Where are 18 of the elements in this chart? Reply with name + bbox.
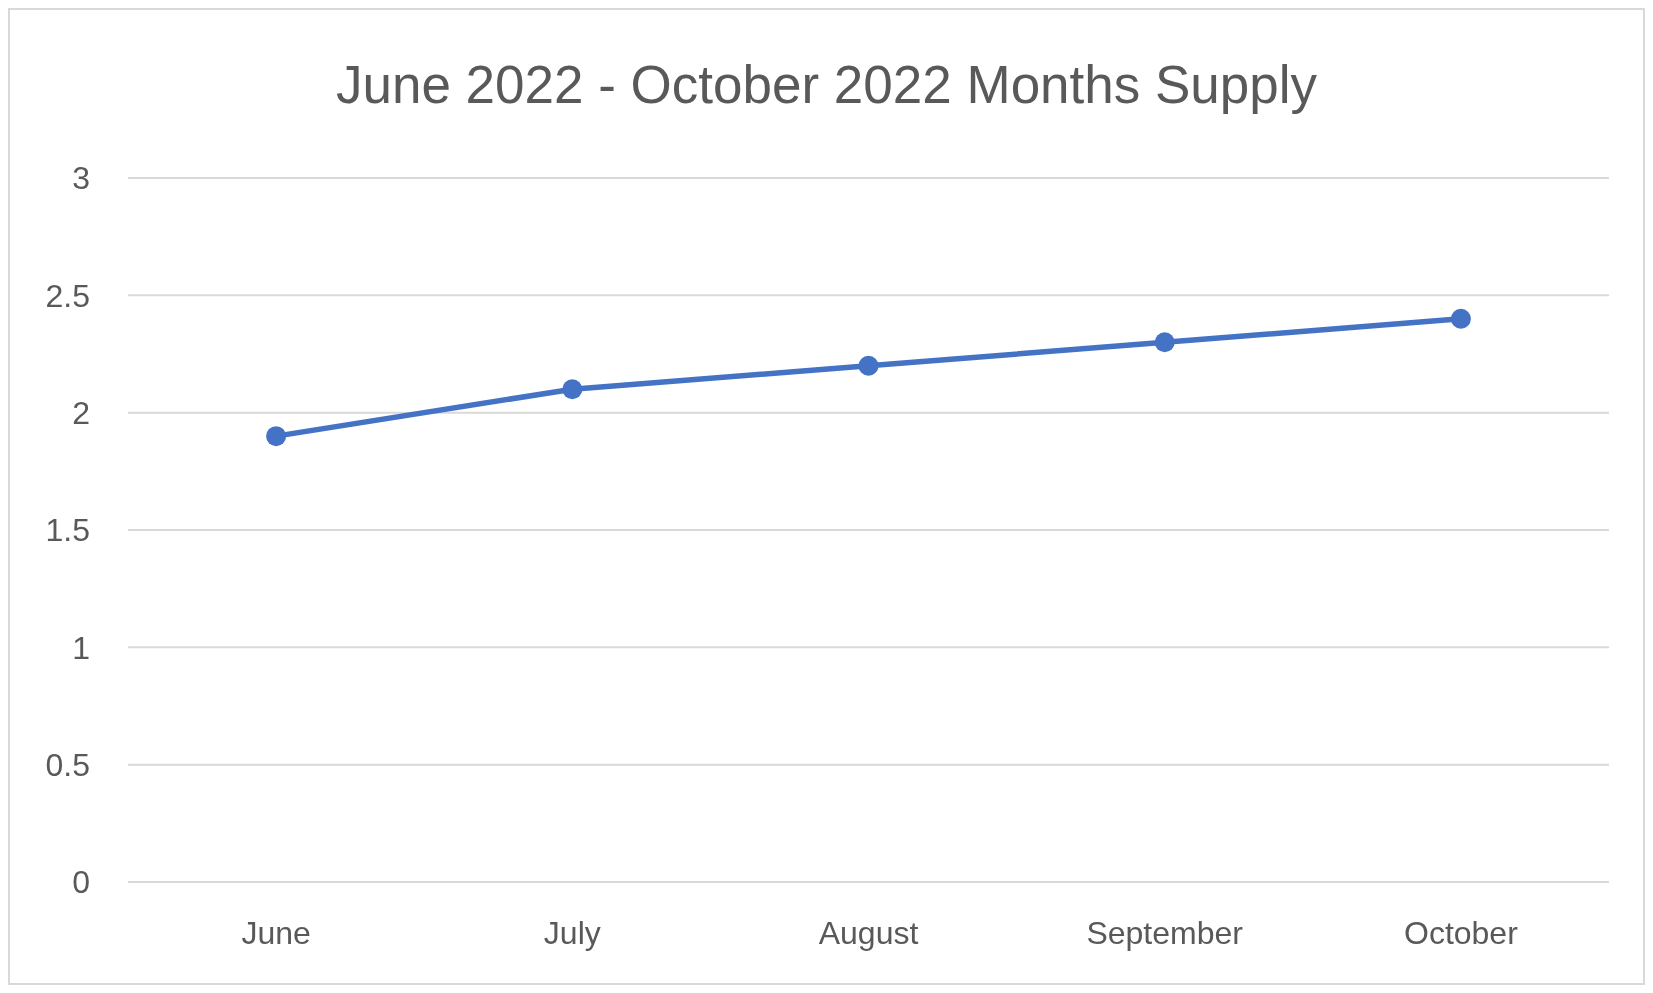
- x-tick-label: August: [818, 915, 919, 951]
- chart-title: June 2022 - October 2022 Months Supply: [335, 55, 1318, 114]
- point: [1450, 308, 1471, 329]
- point: [562, 379, 583, 400]
- x-tick-label: October: [1403, 915, 1519, 951]
- point: [266, 426, 287, 447]
- y-tick-label: 0: [72, 864, 90, 901]
- y-tick-label: 3: [72, 160, 90, 197]
- y-tick-label: 2.5: [45, 277, 90, 314]
- x-tick-label: June: [241, 915, 311, 951]
- x-tick-label: September: [1086, 915, 1244, 951]
- y-tick-label: 1: [72, 629, 90, 666]
- y-tick-label: 2: [72, 394, 90, 431]
- y-tick-label: 1.5: [45, 512, 90, 549]
- y-tick-label: 0.5: [45, 746, 90, 783]
- point: [858, 355, 879, 376]
- point: [1154, 332, 1175, 353]
- x-tick-label: July: [543, 915, 601, 951]
